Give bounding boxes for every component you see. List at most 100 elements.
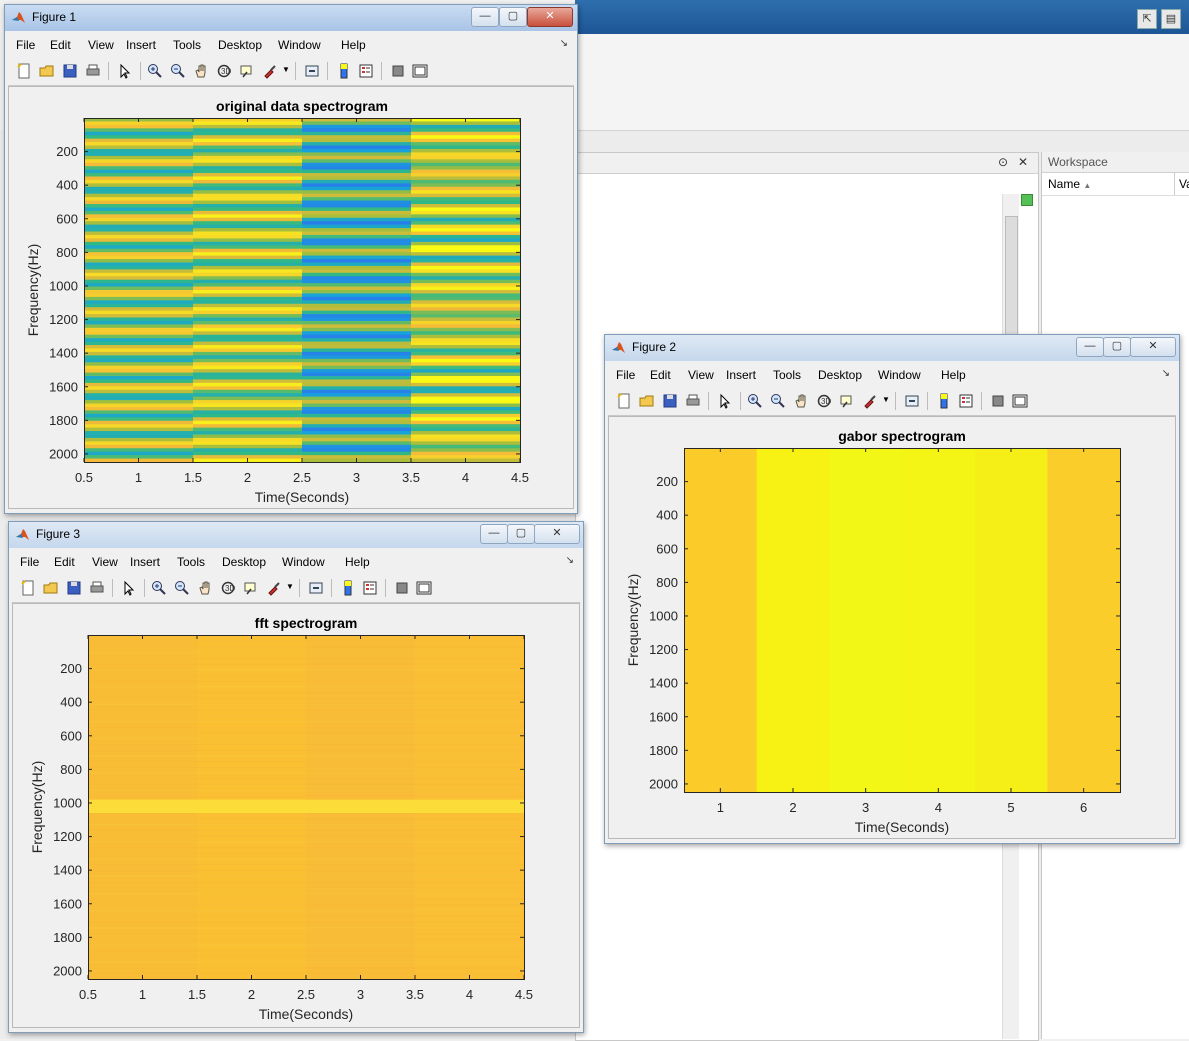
close-button[interactable]: ✕ (534, 524, 580, 544)
edit-plot-icon[interactable] (121, 580, 137, 596)
insert-legend-icon[interactable] (362, 580, 378, 596)
open-file-icon[interactable] (39, 63, 55, 79)
zoom-in-icon[interactable] (747, 393, 763, 409)
new-figure-icon[interactable] (616, 393, 632, 409)
zoom-out-icon[interactable] (770, 393, 786, 409)
show-plot-tools-icon[interactable] (416, 580, 432, 596)
show-plot-tools-icon[interactable] (412, 63, 428, 79)
menu-file[interactable]: File (16, 38, 36, 52)
show-plot-tools-icon[interactable] (1012, 393, 1028, 409)
brush-dropdown-icon[interactable]: ▼ (282, 65, 290, 74)
scrollbar-thumb[interactable] (1005, 216, 1018, 338)
rotate-3d-icon[interactable]: 3D (816, 393, 832, 409)
menu-desktop[interactable]: Desktop (818, 368, 863, 382)
brush-icon[interactable] (266, 580, 282, 596)
insert-legend-icon[interactable] (358, 63, 374, 79)
save-figure-icon[interactable] (662, 393, 678, 409)
figure1-window[interactable]: Figure 1 — ▢ ✕ File Edit View Insert Tools Deskto… (4, 4, 578, 514)
zoom-in-icon[interactable] (147, 63, 163, 79)
print-figure-icon[interactable] (89, 580, 105, 596)
maximize-button[interactable]: ▢ (499, 7, 527, 27)
figure-title-bar[interactable]: Figure 1 — ▢ ✕ (5, 5, 577, 31)
rotate-3d-icon[interactable]: 3D (220, 580, 236, 596)
menu-view[interactable]: View (92, 555, 118, 569)
pan-icon[interactable] (193, 63, 209, 79)
figure-canvas[interactable]: 1 2 3 4 5 6 200 400 600 800 1000 1200 1400 1600 1800 20… (608, 416, 1176, 839)
insert-colorbar-icon[interactable] (936, 393, 952, 409)
print-figure-icon[interactable] (85, 63, 101, 79)
menu-tools[interactable]: Tools (773, 368, 802, 382)
menu-edit[interactable]: Edit (50, 38, 71, 52)
menu-overflow-icon[interactable]: ↘ (559, 38, 568, 49)
insert-colorbar-icon[interactable] (340, 580, 356, 596)
save-figure-icon[interactable] (66, 580, 82, 596)
zoom-in-icon[interactable] (151, 580, 167, 596)
edit-plot-icon[interactable] (117, 63, 133, 79)
menu-window[interactable]: Window (278, 38, 321, 52)
open-file-icon[interactable] (639, 393, 655, 409)
new-figure-icon[interactable] (20, 580, 36, 596)
brush-dropdown-icon[interactable]: ▼ (286, 582, 294, 591)
edit-plot-icon[interactable] (717, 393, 733, 409)
link-plot-icon[interactable] (304, 63, 320, 79)
figure-canvas[interactable]: 0.5 1 1.5 2 2.5 3 3.5 4 4.5 200 400 600 800 1000 1200 1… (8, 86, 574, 509)
minimize-button[interactable]: — (1076, 337, 1104, 357)
menu-help[interactable]: Help (341, 38, 366, 52)
figure-title-bar[interactable]: Figure 2 — ▢ ✕ (605, 335, 1179, 361)
figure-title-bar[interactable]: Figure 3 — ▢ ✕ (9, 522, 583, 548)
menu-edit[interactable]: Edit (650, 368, 671, 382)
maximize-button[interactable]: ▢ (507, 524, 535, 544)
zoom-out-icon[interactable] (170, 63, 186, 79)
close-button[interactable]: ✕ (1130, 337, 1176, 357)
save-figure-icon[interactable] (62, 63, 78, 79)
maximize-button[interactable]: ▢ (1103, 337, 1131, 357)
pan-icon[interactable] (793, 393, 809, 409)
plot-area[interactable]: 1 2 3 4 5 6 200 400 600 800 1000 1200 1400 1600 1800 20… (609, 417, 1177, 840)
menu-window[interactable]: Window (282, 555, 325, 569)
menu-tools[interactable]: Tools (173, 38, 202, 52)
menu-tools[interactable]: Tools (177, 555, 206, 569)
menu-edit[interactable]: Edit (54, 555, 75, 569)
link-plot-icon[interactable] (308, 580, 324, 596)
data-cursor-icon[interactable] (239, 63, 255, 79)
dock-icon[interactable]: ⇱ (1137, 9, 1157, 29)
menu-window[interactable]: Window (878, 368, 921, 382)
brush-icon[interactable] (262, 63, 278, 79)
menu-help[interactable]: Help (345, 555, 370, 569)
menu-insert[interactable]: Insert (726, 368, 757, 382)
menu-file[interactable]: File (616, 368, 636, 382)
hide-plot-tools-icon[interactable] (990, 393, 1006, 409)
insert-legend-icon[interactable] (958, 393, 974, 409)
menu-view[interactable]: View (688, 368, 714, 382)
insert-colorbar-icon[interactable] (336, 63, 352, 79)
figure-canvas[interactable]: 0.5 1 1.5 2 2.5 3 3.5 4 4.5 200 400 600 800 1000 1200 1… (12, 603, 580, 1028)
figure3-window[interactable]: Figure 3 — ▢ ✕ File Edit View Insert Tools Deskto… (8, 521, 584, 1033)
hide-plot-tools-icon[interactable] (390, 63, 406, 79)
menu-insert[interactable]: Insert (130, 555, 161, 569)
close-button[interactable]: ✕ (527, 7, 573, 27)
menu-desktop[interactable]: Desktop (222, 555, 267, 569)
rotate-3d-icon[interactable]: 3D (216, 63, 232, 79)
data-cursor-icon[interactable] (839, 393, 855, 409)
figure2-window[interactable]: Figure 2 — ▢ ✕ File Edit View Insert Tools Deskto… (604, 334, 1180, 844)
workspace-col-value[interactable]: Va (1174, 173, 1189, 195)
brush-dropdown-icon[interactable]: ▼ (882, 395, 890, 404)
pan-icon[interactable] (197, 580, 213, 596)
link-plot-icon[interactable] (904, 393, 920, 409)
new-figure-icon[interactable] (16, 63, 32, 79)
workspace-col-name[interactable]: Name ▲ (1048, 177, 1092, 191)
menu-overflow-icon[interactable]: ↘ (565, 555, 574, 566)
panel-actions-icon[interactable]: ⊙ (998, 155, 1009, 169)
menu-help[interactable]: Help (941, 368, 966, 382)
open-file-icon[interactable] (43, 580, 59, 596)
save-layout-icon[interactable]: ▤ (1161, 9, 1181, 29)
data-cursor-icon[interactable] (243, 580, 259, 596)
menu-overflow-icon[interactable]: ↘ (1161, 368, 1170, 379)
menu-file[interactable]: File (20, 555, 40, 569)
plot-area[interactable]: 0.5 1 1.5 2 2.5 3 3.5 4 4.5 200 400 600 800 1000 1200 1… (13, 604, 581, 1029)
minimize-button[interactable]: — (471, 7, 499, 27)
menu-view[interactable]: View (88, 38, 114, 52)
zoom-out-icon[interactable] (174, 580, 190, 596)
menu-desktop[interactable]: Desktop (218, 38, 263, 52)
hide-plot-tools-icon[interactable] (394, 580, 410, 596)
